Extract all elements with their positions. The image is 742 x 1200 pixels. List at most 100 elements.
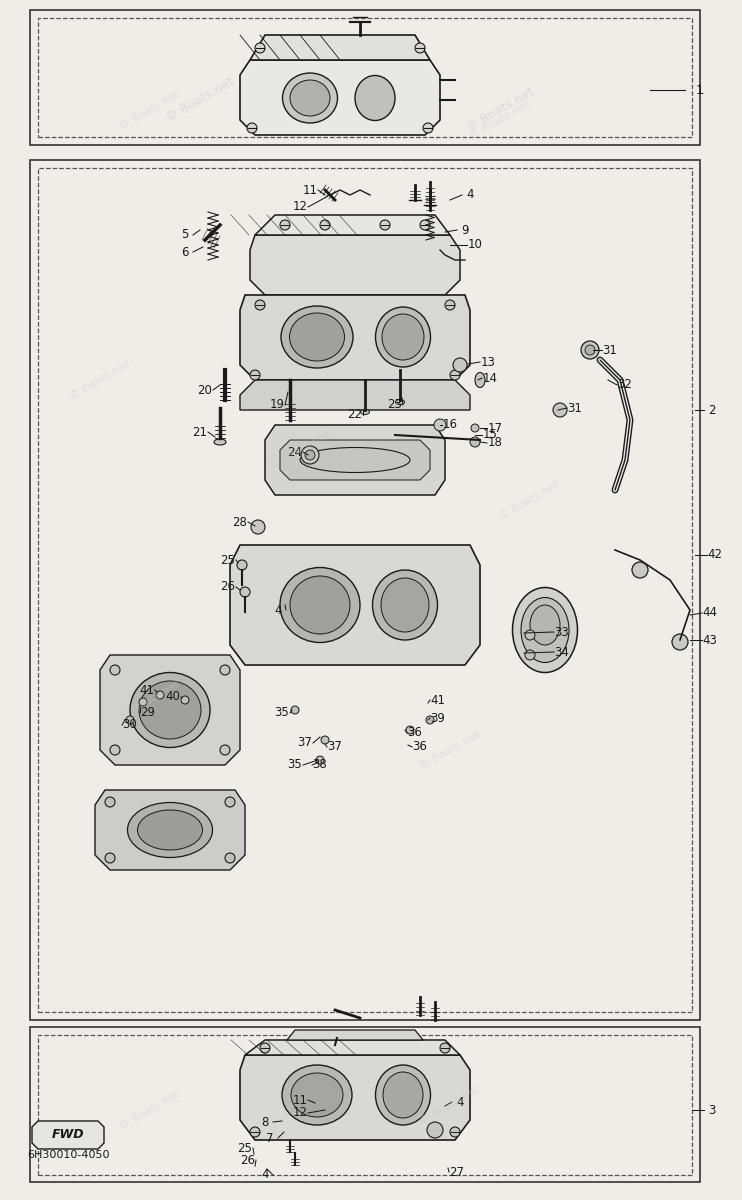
Polygon shape xyxy=(280,440,430,480)
Circle shape xyxy=(225,853,235,863)
Text: 22: 22 xyxy=(347,408,363,421)
Polygon shape xyxy=(255,215,450,235)
Text: 35: 35 xyxy=(288,758,303,772)
Text: FWD: FWD xyxy=(52,1128,85,1141)
Text: 8: 8 xyxy=(261,1116,269,1128)
Text: © Boats.net: © Boats.net xyxy=(468,98,532,142)
Circle shape xyxy=(553,403,567,416)
Ellipse shape xyxy=(214,439,226,445)
Text: 4: 4 xyxy=(261,1169,269,1182)
Circle shape xyxy=(525,630,535,640)
Text: © Boats.net: © Boats.net xyxy=(418,728,482,772)
Text: 33: 33 xyxy=(554,625,569,638)
Circle shape xyxy=(291,706,299,714)
Ellipse shape xyxy=(395,400,404,404)
Text: © Boats.net: © Boats.net xyxy=(498,479,562,521)
Circle shape xyxy=(434,419,446,431)
Text: 37: 37 xyxy=(298,737,312,750)
Polygon shape xyxy=(240,1055,470,1140)
Circle shape xyxy=(470,437,480,446)
Ellipse shape xyxy=(139,680,201,739)
Circle shape xyxy=(220,745,230,755)
Ellipse shape xyxy=(289,313,344,361)
Circle shape xyxy=(247,122,257,133)
Circle shape xyxy=(220,665,230,674)
Ellipse shape xyxy=(291,1073,343,1117)
Polygon shape xyxy=(100,655,240,766)
Text: 41: 41 xyxy=(139,684,154,696)
Text: 11: 11 xyxy=(292,1093,307,1106)
Text: 36: 36 xyxy=(407,726,422,739)
Text: 11: 11 xyxy=(303,184,318,197)
Ellipse shape xyxy=(130,672,210,748)
Text: © Boats.net: © Boats.net xyxy=(118,89,182,131)
Circle shape xyxy=(450,370,460,380)
Text: 6: 6 xyxy=(181,246,188,258)
Circle shape xyxy=(316,756,324,764)
Text: 14: 14 xyxy=(482,372,497,384)
Circle shape xyxy=(672,634,688,650)
Text: 4: 4 xyxy=(456,1096,464,1109)
Text: 23: 23 xyxy=(387,398,402,412)
Ellipse shape xyxy=(305,450,315,460)
Circle shape xyxy=(525,650,535,660)
Text: 10: 10 xyxy=(467,239,482,252)
Text: 25: 25 xyxy=(220,553,235,566)
Circle shape xyxy=(237,560,247,570)
Circle shape xyxy=(420,220,430,230)
Ellipse shape xyxy=(521,598,569,662)
Circle shape xyxy=(406,726,414,734)
Text: 42: 42 xyxy=(708,548,723,562)
Text: 26: 26 xyxy=(220,581,235,594)
Circle shape xyxy=(415,43,425,53)
Text: 4: 4 xyxy=(275,604,282,617)
Text: 44: 44 xyxy=(703,606,718,619)
Text: 5: 5 xyxy=(181,228,188,241)
Ellipse shape xyxy=(372,570,438,640)
Circle shape xyxy=(581,341,599,359)
Circle shape xyxy=(126,716,134,724)
Text: 37: 37 xyxy=(327,740,343,754)
Circle shape xyxy=(139,698,147,706)
Text: © Boats.net: © Boats.net xyxy=(118,1088,182,1132)
Text: 28: 28 xyxy=(232,516,247,528)
Ellipse shape xyxy=(383,1072,423,1118)
Ellipse shape xyxy=(283,73,338,122)
Ellipse shape xyxy=(281,306,353,368)
Ellipse shape xyxy=(137,810,203,850)
Text: 40: 40 xyxy=(165,690,180,703)
Circle shape xyxy=(105,853,115,863)
Ellipse shape xyxy=(282,1066,352,1126)
Circle shape xyxy=(471,424,479,432)
Text: © Boats.net: © Boats.net xyxy=(68,359,132,401)
Ellipse shape xyxy=(290,80,330,116)
Polygon shape xyxy=(265,425,445,494)
Circle shape xyxy=(632,562,648,578)
Text: 7: 7 xyxy=(266,1132,274,1145)
Polygon shape xyxy=(250,235,460,295)
Text: 26: 26 xyxy=(240,1153,255,1166)
Circle shape xyxy=(250,1127,260,1138)
Ellipse shape xyxy=(381,578,429,632)
Text: 12: 12 xyxy=(292,1106,307,1120)
Text: 30: 30 xyxy=(122,719,137,732)
Text: 20: 20 xyxy=(197,384,212,396)
Ellipse shape xyxy=(361,409,370,414)
Text: 29: 29 xyxy=(140,706,156,719)
Ellipse shape xyxy=(128,803,212,858)
Text: 27: 27 xyxy=(450,1165,464,1178)
Text: 24: 24 xyxy=(287,445,303,458)
Text: 13: 13 xyxy=(481,355,496,368)
Ellipse shape xyxy=(382,314,424,360)
Text: 34: 34 xyxy=(554,646,569,659)
Text: 38: 38 xyxy=(312,758,327,772)
Text: 41: 41 xyxy=(430,694,445,707)
Text: 15: 15 xyxy=(482,428,497,442)
Circle shape xyxy=(450,1127,460,1138)
Circle shape xyxy=(440,1043,450,1054)
Ellipse shape xyxy=(530,605,560,646)
Text: 6H30010-4050: 6H30010-4050 xyxy=(27,1150,109,1160)
Circle shape xyxy=(321,736,329,744)
Text: 35: 35 xyxy=(275,707,289,720)
Text: 18: 18 xyxy=(487,437,502,450)
